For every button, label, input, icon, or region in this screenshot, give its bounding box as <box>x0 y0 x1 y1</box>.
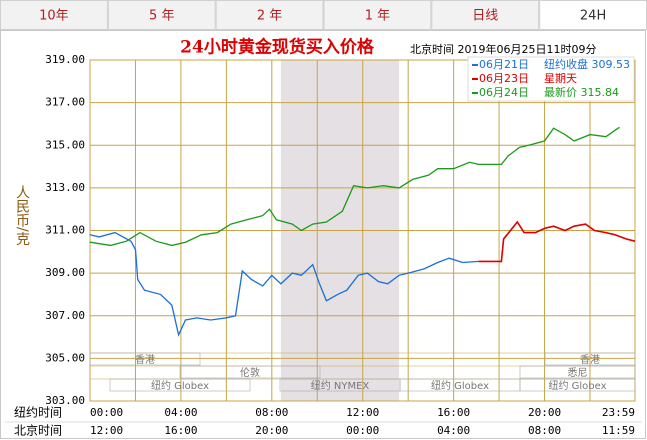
tab-label[interactable]: 1 年 <box>365 9 390 24</box>
tab-label[interactable]: 10年 <box>39 9 69 24</box>
x2-tick-label: 04:00 <box>437 424 470 437</box>
x-tick-label: 00:00 <box>90 406 123 419</box>
legend-note: 纽约收盘 309.53 <box>544 57 630 71</box>
x-row-label: 纽约时间 <box>14 405 62 420</box>
x2-row-label: 北京时间 <box>14 424 62 438</box>
plot-border <box>89 59 636 402</box>
legend-name: 06月23日 <box>479 72 529 85</box>
legend-note: 星期天 <box>544 72 577 85</box>
y-tick-label: 309.00 <box>45 266 85 279</box>
chart-subtitle: 北京时间 2019年06月25日11时09分 <box>410 42 596 56</box>
x2-tick-label: 00:00 <box>346 424 379 437</box>
tab-label[interactable]: 24H <box>580 9 606 24</box>
series-line <box>478 220 636 263</box>
tab[interactable] <box>539 0 647 30</box>
legend-name: 06月24日 <box>479 86 529 99</box>
market-label: 纽约 NYMEX <box>311 379 370 392</box>
y-tick-label: 317.00 <box>45 96 85 109</box>
y-tick-label: 303.00 <box>45 394 85 407</box>
market-band <box>179 365 321 379</box>
x2-tick-label: 12:00 <box>90 424 123 437</box>
y-tick-label: 305.00 <box>45 351 85 364</box>
x-tick-label: 23:59 <box>602 406 635 419</box>
y-tick-label: 311.00 <box>45 224 85 237</box>
market-label: 纽约 Globex <box>151 379 209 392</box>
tab-label[interactable]: 5 年 <box>149 9 174 24</box>
market-label: 香港 <box>580 354 600 366</box>
x2-tick-label: 11:59 <box>602 424 635 437</box>
market-label: 纽约 Globex <box>431 379 489 392</box>
market-band <box>519 365 636 379</box>
legend-box <box>467 56 635 102</box>
x-tick-label: 16:00 <box>437 406 470 419</box>
chart-title: 24小时黄金现货买入价格 <box>180 37 375 58</box>
x2-tick-label: 08:00 <box>528 424 561 437</box>
tab[interactable] <box>215 0 324 30</box>
x2-tick-label: 20:00 <box>255 424 288 437</box>
x-tick-label: 08:00 <box>255 406 288 419</box>
market-label: 伦敦 <box>240 366 260 379</box>
y-tick-label: 319.00 <box>45 53 85 66</box>
market-band <box>109 378 251 392</box>
series-line <box>89 231 479 337</box>
tab[interactable] <box>431 0 540 30</box>
x-tick-label: 04:00 <box>164 406 197 419</box>
tab[interactable] <box>107 0 216 30</box>
series-line <box>89 126 620 247</box>
tab[interactable] <box>323 0 432 30</box>
market-label: 纽约 Globex <box>548 379 606 392</box>
market-label: 悉尼 <box>568 367 588 379</box>
y-axis-label: 人民币/克 <box>14 185 30 247</box>
x-tick-label: 12:00 <box>346 406 379 419</box>
legend-note: 最新价 315.84 <box>544 85 619 99</box>
legend-name: 06月21日 <box>479 58 529 71</box>
y-tick-label: 315.00 <box>45 138 85 151</box>
y-tick-label: 307.00 <box>45 309 85 322</box>
tab-label[interactable]: 2 年 <box>257 9 282 24</box>
market-band <box>89 352 201 366</box>
tab-label[interactable]: 日线 <box>472 9 498 24</box>
x-tick-label: 20:00 <box>528 406 561 419</box>
y-tick-label: 313.00 <box>45 181 85 194</box>
tab[interactable] <box>0 0 108 30</box>
market-label: 香港 <box>135 354 155 366</box>
market-band <box>544 352 636 366</box>
x2-tick-label: 16:00 <box>164 424 197 437</box>
market-band <box>519 378 636 392</box>
